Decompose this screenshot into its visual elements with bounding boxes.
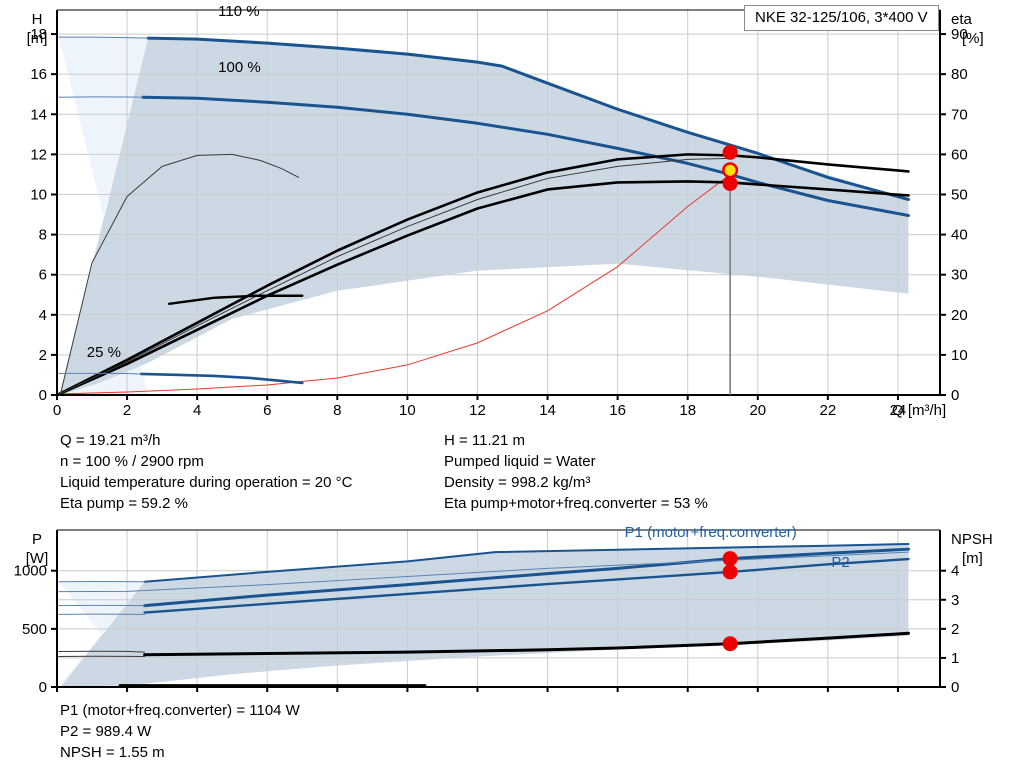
- x-tick-label: 0: [53, 402, 61, 419]
- annotation-1: P2: [831, 554, 849, 571]
- series-1: [143, 547, 910, 608]
- y2-tick-label: 4: [951, 563, 959, 580]
- series-7: [56, 157, 731, 396]
- y-axis-title: P: [32, 531, 42, 548]
- y2-tick-label: 50: [951, 186, 968, 203]
- operating-info-right-line-2: Density = 998.2 kg/m³: [444, 474, 591, 491]
- power-info-line-1: P2 = 989.4 W: [60, 723, 152, 740]
- x-tick-label: 8: [333, 402, 341, 419]
- series-8: [58, 650, 146, 653]
- operating-info-left-line-3: Eta pump = 59.2 %: [60, 495, 188, 512]
- y2-tick-label: 40: [951, 227, 968, 244]
- marker-npsh: [722, 636, 738, 652]
- operating-info-right-line-3: Eta pump+motor+freq.converter = 53 %: [444, 495, 708, 512]
- series-0: [146, 36, 910, 201]
- series-2: [141, 95, 910, 218]
- y-axis-title: H: [32, 11, 43, 28]
- operating-info-left-line-2: Liquid temperature during operation = 20…: [60, 474, 353, 491]
- y-tick-label: 14: [30, 106, 47, 123]
- operating-info-left-line-1: n = 100 % / 2900 rpm: [60, 453, 204, 470]
- y2-tick-label: 90: [951, 26, 968, 43]
- series-11: [58, 372, 142, 375]
- y2-tick-label: 80: [951, 66, 968, 83]
- y2-tick-label: 1: [951, 650, 959, 667]
- y-tick-label: 10: [30, 186, 47, 203]
- y-tick-label: 8: [39, 227, 47, 244]
- series-6: [55, 180, 910, 397]
- x-tick-label: 24: [890, 402, 907, 419]
- x-tick-label: 18: [679, 402, 696, 419]
- marker-duty-point: [724, 164, 736, 176]
- series-0: [143, 542, 910, 583]
- x-tick-label: 10: [399, 402, 416, 419]
- y-tick-label: 16: [30, 66, 47, 83]
- y-axis-unit: [W]: [26, 550, 49, 567]
- series-2: [143, 557, 910, 614]
- series-7: [143, 631, 910, 657]
- y-tick-label: 0: [39, 387, 47, 404]
- y2-axis-unit: [%]: [962, 30, 984, 47]
- x-tick-label: 22: [820, 402, 837, 419]
- y2-tick-label: 70: [951, 106, 968, 123]
- operating-info-right-line-1: Pumped liquid = Water: [444, 453, 596, 470]
- x-tick-label: 14: [539, 402, 556, 419]
- annotation-2: 25 %: [87, 344, 121, 361]
- operating-info-left-line-0: Q = 19.21 m³/h: [60, 432, 161, 449]
- x-tick-label: 6: [263, 402, 271, 419]
- y2-tick-label: 3: [951, 592, 959, 609]
- y-tick-label: 500: [22, 621, 47, 638]
- x-tick-label: 2: [123, 402, 131, 419]
- operating-info-left: Q = 19.21 m³/h n = 100 % / 2900 rpm Liquid…: [60, 430, 352, 514]
- y-tick-label: 0: [39, 679, 47, 696]
- y2-tick-label: 20: [951, 307, 968, 324]
- operating-info-right-line-0: H = 11.21 m: [444, 432, 526, 449]
- x-tick-label: 20: [749, 402, 766, 419]
- power-info-line-0: P1 (motor+freq.converter) = 1104 W: [60, 702, 300, 719]
- y2-tick-label: 60: [951, 146, 968, 163]
- power-info-line-2: NPSH = 1.55 m: [60, 744, 165, 761]
- band-0: [58, 581, 145, 687]
- y2-tick-label: 2: [951, 621, 959, 638]
- series-1: [58, 36, 149, 39]
- x-tick-label: 12: [469, 402, 486, 419]
- marker-p2: [722, 564, 738, 580]
- y-tick-label: 4: [39, 307, 47, 324]
- y2-tick-label: 0: [951, 679, 959, 696]
- y2-tick-label: 0: [951, 387, 959, 404]
- marker-p1: [722, 551, 738, 567]
- series-8: [167, 294, 304, 305]
- series-5: [55, 153, 910, 397]
- x-tick-label: 16: [609, 402, 626, 419]
- y2-axis-title: eta: [951, 11, 973, 28]
- marker-head-110: [722, 144, 738, 160]
- annotation-1: 100 %: [218, 59, 261, 76]
- marker-eta-lower: [722, 175, 738, 191]
- pump-model-title: NKE 32-125/106, 3*400 V: [744, 5, 939, 32]
- series-10: [139, 372, 304, 385]
- y2-tick-label: 30: [951, 267, 968, 284]
- x-axis-title: Q [m³/h]: [892, 402, 946, 419]
- y2-axis-title: NPSH: [951, 531, 993, 548]
- y-tick-label: 12: [30, 146, 47, 163]
- power-info: P1 (motor+freq.converter) = 1104 W P2 = 9…: [60, 700, 300, 763]
- band-1: [60, 543, 909, 687]
- series-9: [60, 153, 300, 395]
- x-tick-label: 4: [193, 402, 201, 419]
- y-axis-unit: [m]: [27, 30, 48, 47]
- y-tick-label: 1000: [14, 563, 47, 580]
- annotation-0: P1 (motor+freq.converter): [625, 524, 797, 541]
- series-4: [56, 173, 731, 395]
- y2-tick-label: 10: [951, 347, 968, 364]
- y-tick-label: 6: [39, 267, 47, 284]
- chart-panel-power-npsh-chart: 0 500 1000 0 1 2 3 4 P [W] NPSH [m] P1 (motor+freq.c…: [14, 524, 993, 696]
- annotation-0: 110 %: [218, 3, 259, 20]
- band-1: [60, 38, 909, 396]
- y2-axis-unit: [m]: [962, 550, 983, 567]
- operating-info-right: H = 11.21 m Pumped liquid = Water Density …: [444, 430, 708, 514]
- y-tick-label: 18: [30, 26, 47, 43]
- y-tick-label: 2: [39, 347, 47, 364]
